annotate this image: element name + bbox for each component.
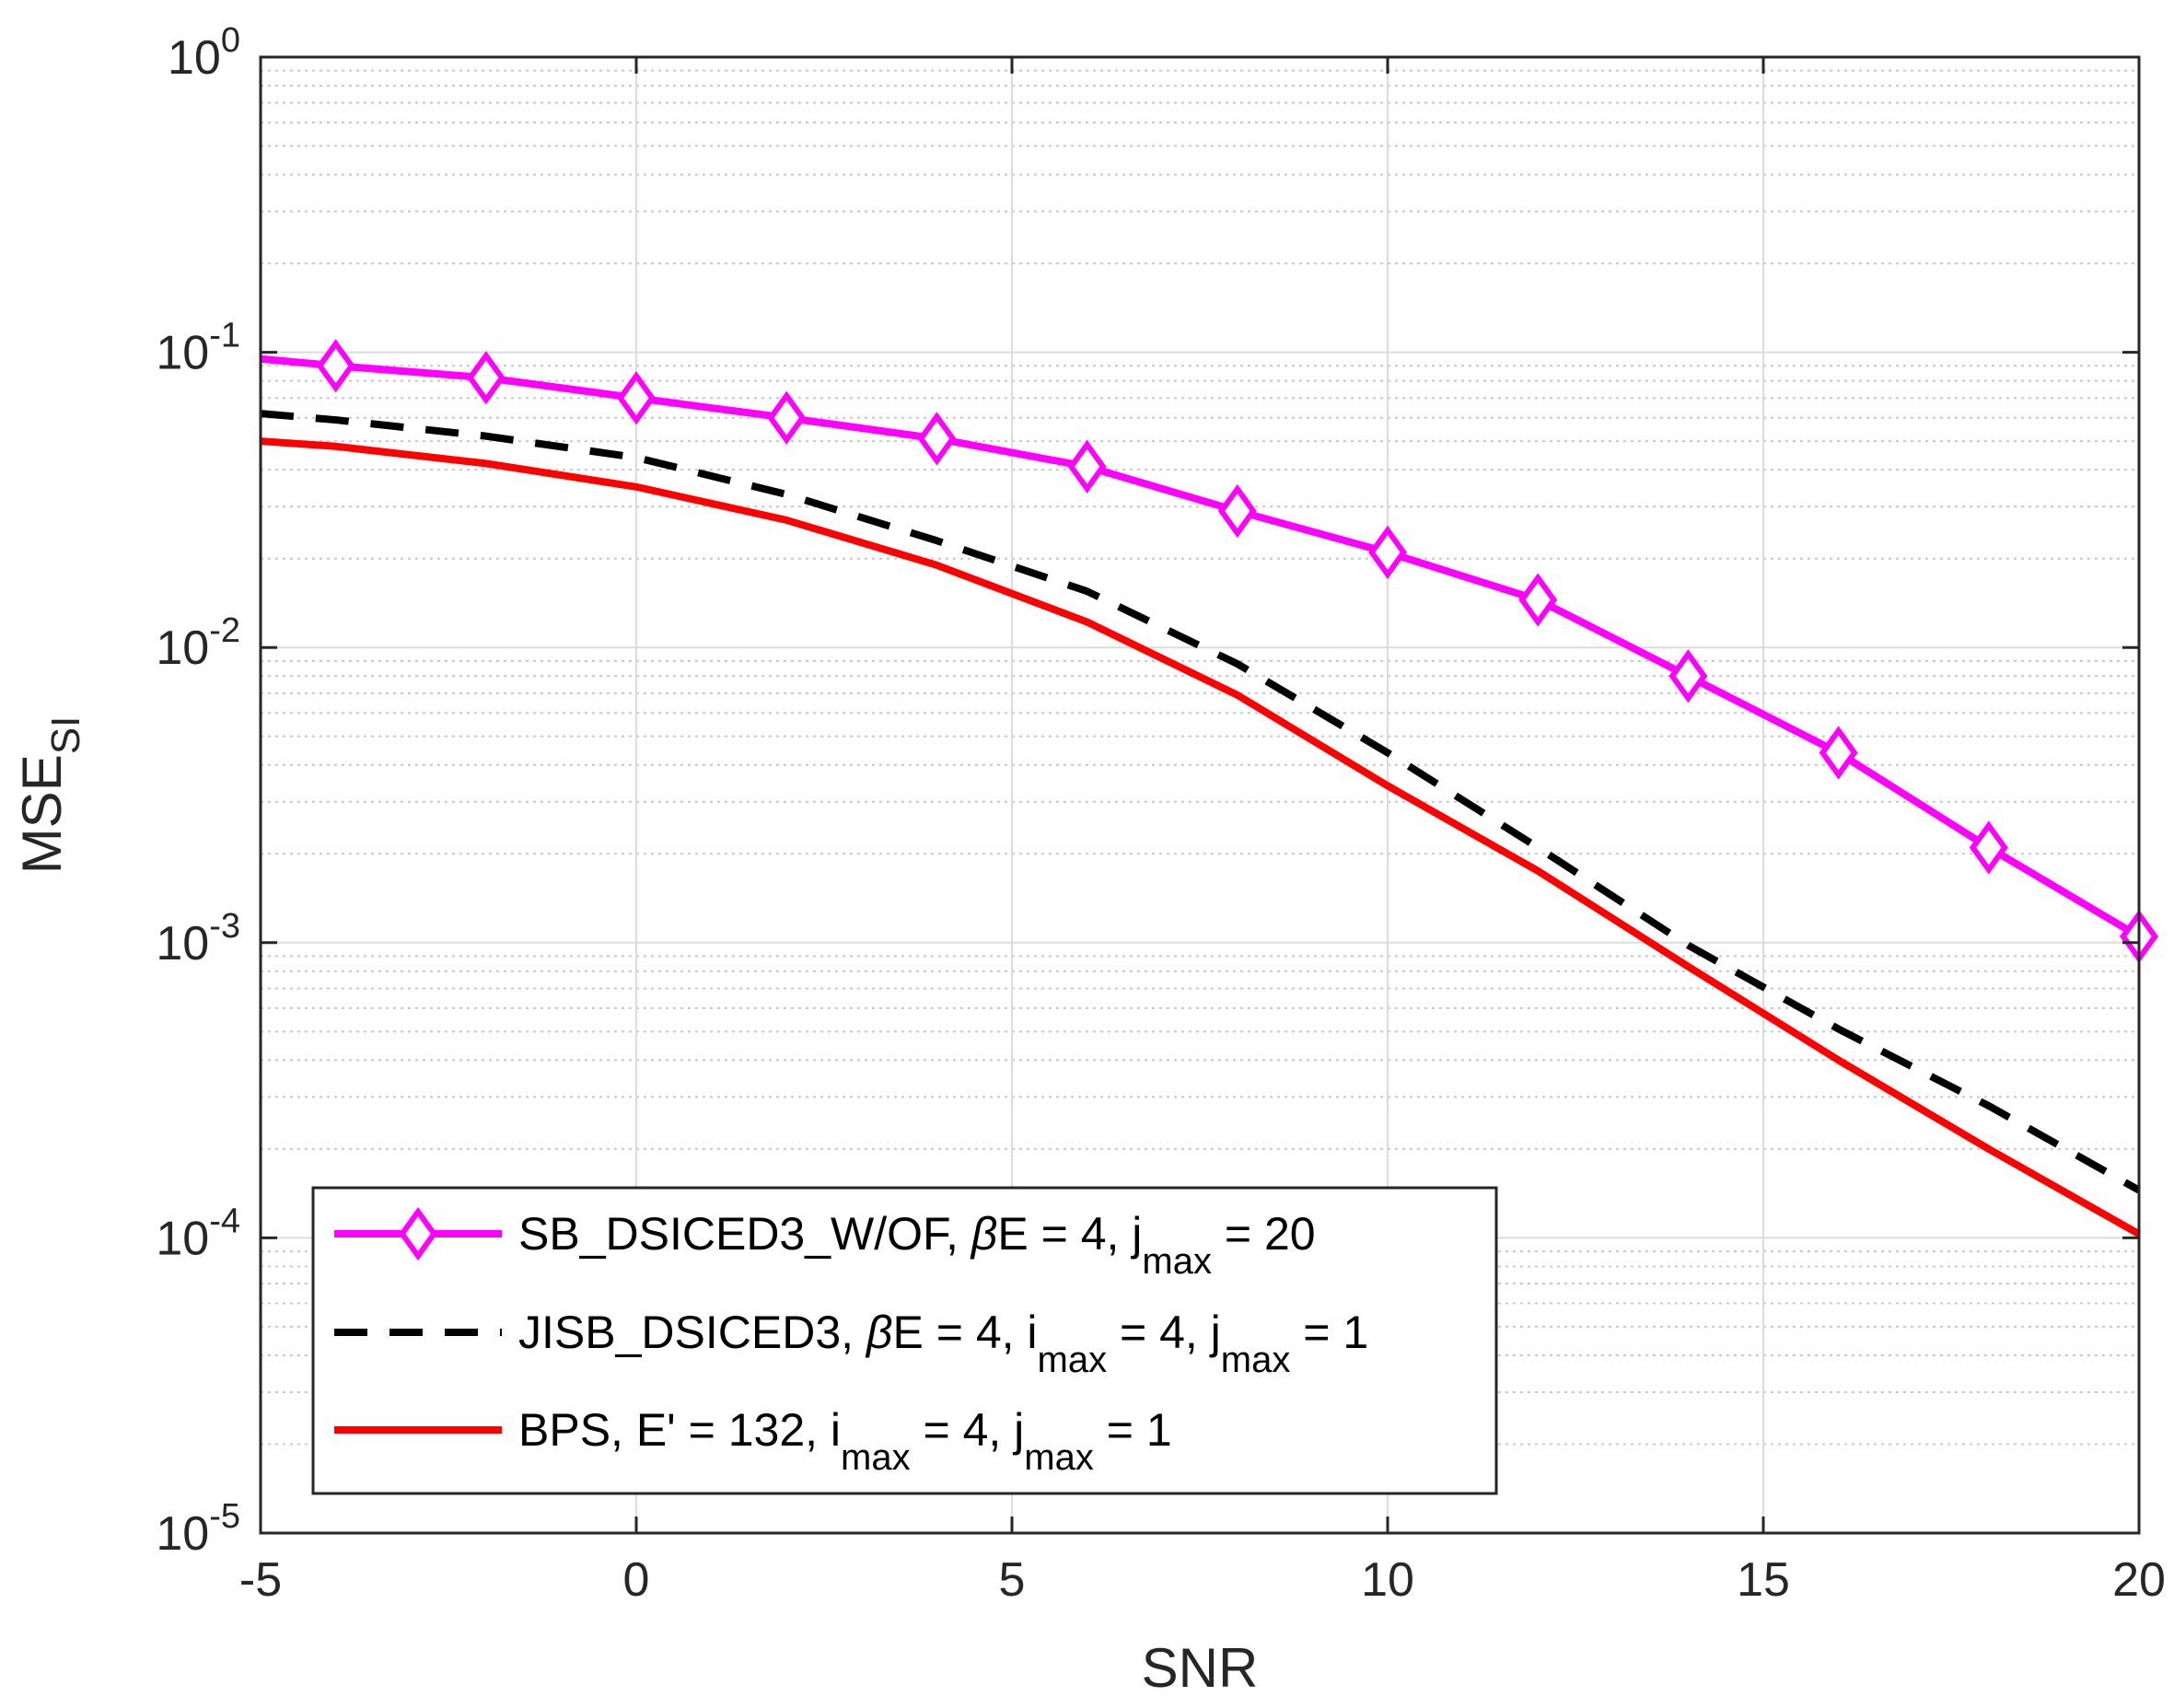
legend-box bbox=[311, 1186, 1498, 1495]
y-tick-label: 100 bbox=[168, 21, 240, 85]
legend-item-2: JISB_DSICED3, βE = 4, imax = 4, jmax = 1 bbox=[334, 1307, 1368, 1380]
series-line bbox=[260, 354, 2142, 940]
x-tick-label: 15 bbox=[1737, 1553, 1790, 1607]
y-tick-label: 10-4 bbox=[156, 1202, 240, 1265]
data-point-marker bbox=[617, 371, 656, 425]
x-tick-labels: -5 0 5 10 15 20 bbox=[239, 1553, 2166, 1607]
series-2 bbox=[260, 410, 2141, 1194]
data-point-marker bbox=[1819, 726, 1858, 780]
data-point-marker bbox=[1067, 439, 1107, 494]
x-tick-label: 0 bbox=[623, 1553, 650, 1607]
x-tick-label: -5 bbox=[239, 1553, 282, 1607]
data-point-marker bbox=[1368, 525, 1407, 580]
x-tick-label: 10 bbox=[1361, 1553, 1414, 1607]
y-axis-title-subscript: SI bbox=[43, 716, 88, 755]
legend-item-3: BPS, E' = 132, imax = 4, jmax = 1 bbox=[334, 1404, 1172, 1478]
legend: SB_DSICED3_W/OF, βE = 4, jmax = 20 JISB_D… bbox=[311, 1186, 1498, 1495]
data-point-marker bbox=[767, 390, 807, 445]
legend-label: BPS, E' = 132, imax = 4, jmax = 1 bbox=[518, 1404, 1172, 1478]
y-tick-labels: 10-5 10-4 10-3 10-2 10-1 100 bbox=[156, 21, 240, 1561]
y-axis-title-base: MSE bbox=[11, 754, 73, 874]
data-point-marker bbox=[466, 351, 506, 405]
y-tick-label: 10-2 bbox=[156, 611, 240, 675]
data-point-marker bbox=[1217, 483, 1257, 539]
x-tick-label: 20 bbox=[2112, 1553, 2166, 1607]
series-line bbox=[260, 410, 2141, 1194]
legend-label: JISB_DSICED3, βE = 4, imax = 4, jmax = 1 bbox=[518, 1307, 1368, 1380]
data-point-marker bbox=[1969, 820, 2008, 875]
x-tick-label: 5 bbox=[999, 1553, 1026, 1607]
legend-marker bbox=[399, 1206, 437, 1261]
data-point-marker bbox=[917, 412, 957, 466]
data-point-marker bbox=[1668, 649, 1708, 703]
legend-label: SB_DSICED3_W/OF, βE = 4, jmax = 20 bbox=[518, 1208, 1316, 1282]
data-point-marker bbox=[316, 339, 355, 393]
tick-marks bbox=[259, 55, 2141, 1535]
y-tick-label: 10-3 bbox=[156, 907, 240, 970]
x-axis-title: SNR bbox=[1142, 1637, 1259, 1699]
y-tick-label: 10-5 bbox=[156, 1497, 240, 1561]
y-axis-title: MSESI bbox=[11, 716, 88, 875]
series-line bbox=[260, 437, 2141, 1237]
series-3 bbox=[260, 437, 2141, 1237]
legend-item-1: SB_DSICED3_W/OF, βE = 4, jmax = 20 bbox=[334, 1206, 1316, 1282]
y-tick-label: 10-1 bbox=[156, 317, 240, 380]
plot-frame bbox=[259, 55, 2141, 1535]
data-point-marker bbox=[1518, 573, 1558, 627]
